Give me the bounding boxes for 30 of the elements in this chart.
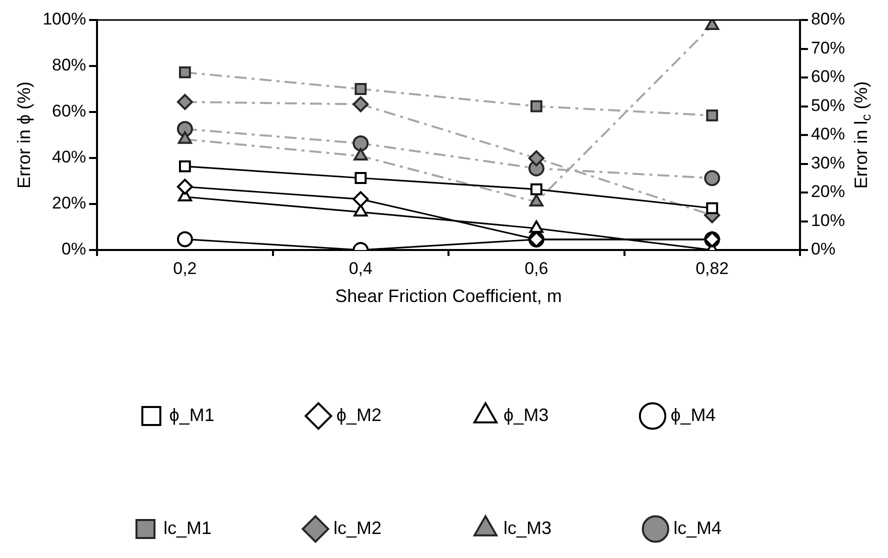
legend-label: ϕ_M3 xyxy=(504,404,549,425)
y-tick-label: 100% xyxy=(42,10,86,29)
x-tick-label: 0,6 xyxy=(524,258,548,278)
x-tick-label: 0,4 xyxy=(348,258,372,278)
x-tick-label: 0,2 xyxy=(173,258,197,278)
y-tick-label: 40% xyxy=(52,148,86,167)
y-tick-label: 80% xyxy=(52,56,86,75)
y-tick-label: 20% xyxy=(52,194,86,213)
legend-label: lc_M1 xyxy=(163,518,212,538)
legend-label: ϕ_M1 xyxy=(169,404,214,425)
y2-tick-label: 60% xyxy=(810,67,846,86)
y-axis-title: Error in ϕ (%) xyxy=(14,81,34,189)
y2-tick-label: 0% xyxy=(810,240,836,259)
y2-tick-label: 20% xyxy=(810,182,846,202)
x-tick-label: 0,82 xyxy=(696,258,729,278)
y2-tick-label: 80% xyxy=(810,10,846,29)
legend-label: lc_M4 xyxy=(674,518,722,538)
y2-tick-label: 70% xyxy=(810,38,846,58)
y2-tick-label: 50% xyxy=(810,96,846,115)
y-tick-label: 60% xyxy=(52,102,86,121)
x-axis-title: Shear Friction Coefficient, m xyxy=(335,286,562,306)
y2-axis-title: Error in lc (%) xyxy=(850,81,874,189)
y2-tick-label: 40% xyxy=(810,124,846,144)
legend-label: lc_M2 xyxy=(333,518,382,538)
y-tick-label: 0% xyxy=(62,240,86,259)
legend-label: ϕ_M2 xyxy=(336,404,382,425)
y2-tick-label: 10% xyxy=(810,210,846,230)
legend-label: lc_M3 xyxy=(504,518,552,538)
legend-label: ϕ_M4 xyxy=(670,404,716,425)
y2-tick-label: 30% xyxy=(810,153,846,172)
